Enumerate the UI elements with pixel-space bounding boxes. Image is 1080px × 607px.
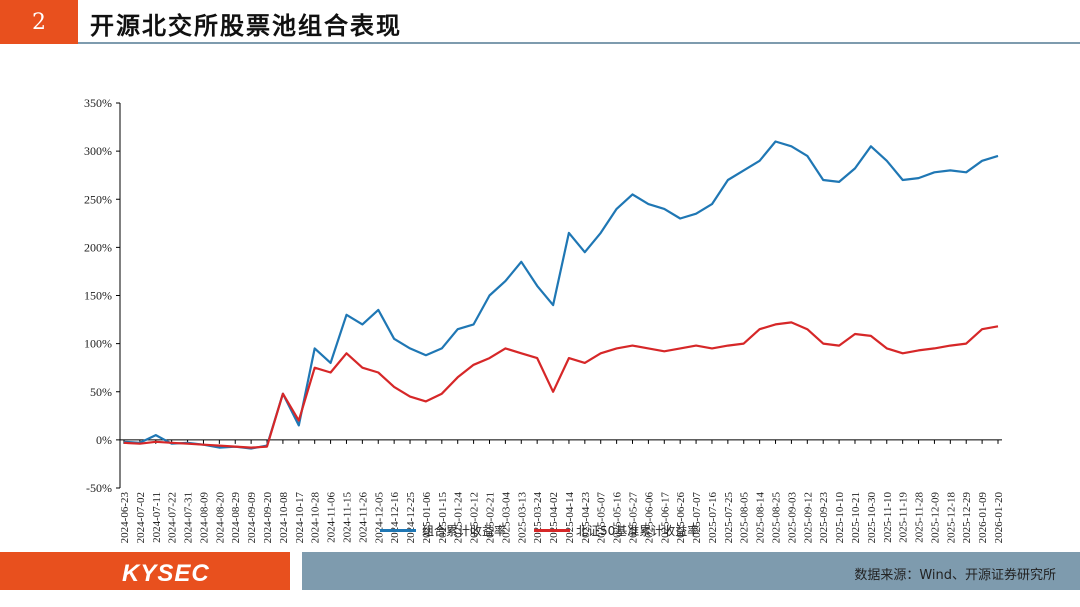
x-tick-label: 2025-05-16 [612, 492, 624, 544]
x-tick-label: 2024-07-02 [135, 492, 147, 543]
y-tick-label: 250% [84, 192, 112, 206]
x-tick-label: 2024-10-17 [294, 492, 306, 544]
x-tick-label: 2025-01-24 [453, 492, 465, 544]
section-number: 2 [0, 0, 78, 44]
legend-item-series-1: 组合累计收益率 [380, 522, 506, 539]
y-tick-label: 0% [96, 433, 112, 447]
x-tick-label: 2025-07-25 [723, 492, 735, 544]
x-tick-label: 2025-09-23 [818, 492, 830, 544]
x-tick-label: 2025-05-07 [596, 492, 608, 544]
x-tick-label: 2024-06-23 [119, 492, 131, 544]
legend-label-series-1: 组合累计收益率 [422, 524, 507, 538]
x-tick-label: 2025-09-03 [786, 492, 798, 544]
data-source: 数据来源：Wind、开源证券研究所 [854, 568, 1056, 583]
x-tick-label: 2025-10-10 [834, 492, 846, 544]
x-tick-label: 2025-11-10 [882, 492, 894, 543]
footer-logo-band [0, 552, 290, 590]
footer-band [302, 552, 1080, 590]
chart-legend: 组合累计收益率 北证50基准累计收益率 [380, 522, 699, 539]
x-tick-label: 2025-06-06 [643, 492, 655, 544]
y-tick-label: 150% [84, 289, 112, 303]
x-tick-label: 2024-11-06 [326, 492, 338, 543]
x-tick-label: 2025-10-21 [850, 492, 862, 543]
x-tick-label: 2024-08-20 [214, 492, 226, 544]
x-tick-label: 2025-11-28 [914, 492, 926, 543]
company-logo: KYSEC [122, 560, 210, 587]
x-tick-label: 2025-01-06 [421, 492, 433, 544]
title-divider [78, 42, 1080, 44]
x-tick-label: 2025-01-15 [437, 492, 449, 544]
x-tick-label: 2026-01-20 [993, 492, 1005, 544]
x-tick-label: 2024-11-15 [341, 492, 353, 543]
x-tick-label: 2025-11-19 [898, 492, 910, 543]
x-tick-label: 2026-01-09 [977, 492, 989, 544]
legend-label-series-2: 北证50基准累计收益率 [576, 524, 700, 538]
x-tick-label: 2025-08-25 [771, 492, 783, 544]
legend-swatch-series-1 [380, 529, 416, 532]
y-tick-label: 100% [84, 337, 112, 351]
series-line-1 [123, 140, 999, 450]
x-tick-label: 2024-08-29 [230, 492, 242, 544]
x-tick-label: 2025-12-18 [945, 492, 957, 544]
legend-swatch-series-2 [534, 529, 571, 532]
x-tick-label: 2024-10-08 [278, 492, 290, 544]
legend-item-series-2: 北证50基准累计收益率 [534, 522, 699, 539]
x-tick-label: 2025-02-12 [469, 492, 481, 543]
x-tick-label: 2024-07-11 [151, 492, 163, 543]
x-tick-label: 2024-10-28 [310, 492, 322, 544]
x-tick-label: 2025-06-17 [659, 492, 671, 544]
header: 2 开源北交所股票池组合表现 [0, 0, 1080, 46]
x-tick-label: 2025-08-14 [755, 492, 767, 544]
y-tick-label: -50% [86, 481, 112, 495]
x-tick-label: 2025-03-04 [500, 492, 512, 544]
x-tick-label: 2024-11-26 [357, 492, 369, 543]
y-tick-label: 200% [84, 240, 112, 254]
x-tick-label: 2025-10-30 [866, 492, 878, 544]
x-tick-label: 2024-07-31 [183, 492, 195, 543]
x-tick-label: 2025-09-12 [802, 492, 814, 543]
x-tick-label: 2025-02-21 [484, 492, 496, 543]
x-tick-label: 2025-03-13 [516, 492, 528, 544]
x-tick-label: 2024-09-20 [262, 492, 274, 544]
page-title: 开源北交所股票池组合表现 [90, 11, 402, 40]
x-tick-label: 2025-07-07 [691, 492, 703, 544]
x-tick-label: 2025-07-16 [707, 492, 719, 544]
x-tick-label: 2025-06-26 [675, 492, 687, 544]
x-tick-label: 2025-12-29 [961, 492, 973, 544]
x-tick-label: 2024-07-22 [167, 492, 179, 543]
x-tick-label: 2025-08-05 [739, 492, 751, 544]
y-tick-label: 50% [90, 385, 112, 399]
x-tick-label: 2024-09-09 [246, 492, 258, 544]
x-tick-label: 2025-05-27 [628, 492, 640, 544]
x-tick-label: 2024-08-09 [198, 492, 210, 544]
y-tick-label: 350% [84, 96, 112, 110]
series-line-2 [123, 321, 999, 449]
x-tick-label: 2025-12-09 [929, 492, 941, 544]
x-tick-label: 2025-04-23 [580, 492, 592, 544]
y-tick-label: 300% [84, 144, 112, 158]
